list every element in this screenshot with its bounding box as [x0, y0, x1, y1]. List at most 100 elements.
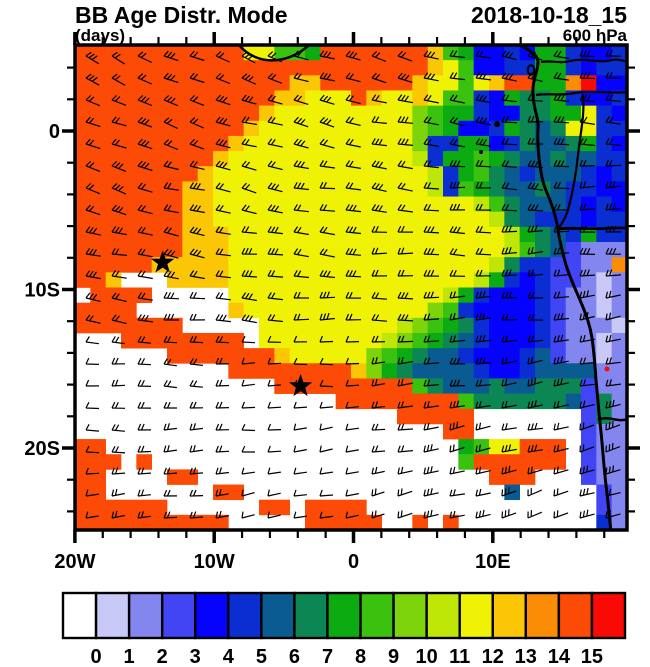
- wind-barb: [215, 401, 230, 409]
- wind-barb: [423, 488, 439, 497]
- field-cell: [412, 211, 429, 228]
- field-cell: [121, 181, 137, 197]
- field-cell: [151, 90, 168, 106]
- field-cell: [335, 90, 352, 106]
- field-cell: [427, 226, 444, 243]
- star-marker: [288, 373, 313, 397]
- wind-barb: [241, 379, 255, 387]
- wind-barb: [267, 357, 282, 365]
- wind-barb: [501, 487, 517, 497]
- wind-barb: [527, 400, 543, 409]
- field-cell: [381, 363, 398, 379]
- field-cell: [167, 135, 183, 152]
- wind-barb: [111, 467, 126, 475]
- wind-barb: [267, 423, 282, 431]
- wind-barb: [605, 116, 621, 125]
- field-cell: [90, 317, 107, 334]
- wind-barb: [345, 401, 359, 409]
- field-cell: [259, 317, 275, 334]
- field-cell: [121, 257, 137, 273]
- field-cell: [489, 287, 505, 304]
- field-cell: [305, 60, 321, 76]
- wind-barb: [605, 203, 621, 211]
- field-cell: [90, 105, 107, 122]
- country-border: [557, 226, 627, 231]
- field-cell: [504, 151, 521, 167]
- field-cell: [611, 75, 627, 91]
- field-cell: [289, 272, 306, 288]
- wind-barb: [189, 72, 205, 84]
- field-cell: [213, 105, 229, 122]
- field-cell: [167, 469, 183, 485]
- wind-barb: [553, 356, 569, 365]
- wind-barb: [423, 313, 440, 321]
- wind-barb: [605, 247, 622, 255]
- wind-barb: [553, 312, 569, 321]
- field-cell: [550, 120, 567, 137]
- wind-barb: [475, 357, 492, 365]
- field-cell: [182, 514, 199, 530]
- field-cell: [489, 105, 505, 122]
- field-cell: [182, 226, 199, 243]
- field-cell: [611, 196, 627, 213]
- wind-barb: [527, 137, 543, 145]
- field-cell: [489, 439, 505, 455]
- wind-barb: [267, 511, 281, 519]
- field-cell: [105, 226, 122, 243]
- wind-barb: [501, 50, 517, 61]
- wind-barb: [215, 445, 230, 453]
- field-cell: [443, 181, 459, 197]
- field-cell: [228, 90, 245, 106]
- field-cell: [565, 378, 582, 394]
- field-cell: [412, 348, 429, 364]
- field-cell: [320, 257, 337, 273]
- wind-barb: [241, 335, 256, 344]
- field-cell: [305, 378, 321, 394]
- field-cell: [565, 45, 582, 61]
- wind-barb: [345, 423, 359, 431]
- wind-barb: [345, 291, 362, 299]
- field-cell: [151, 196, 168, 213]
- axis-labels: 0 10S 20S 20W 10W 0 10E: [24, 121, 510, 573]
- field-cell: [274, 75, 291, 91]
- wind-barb: [475, 444, 491, 453]
- field-cell: [167, 60, 183, 76]
- wind-barb: [449, 357, 466, 365]
- field-cell: [581, 211, 597, 228]
- field-cell: [611, 514, 627, 530]
- field-cell: [90, 211, 107, 228]
- wind-barb: [319, 72, 335, 82]
- wind-barb: [241, 314, 257, 324]
- field-cell: [90, 45, 107, 61]
- field-cell: [305, 226, 321, 243]
- field-cell: [136, 196, 153, 213]
- wind-barb: [163, 445, 177, 453]
- wind-barb: [137, 314, 153, 323]
- wind-barb: [345, 511, 359, 519]
- field-cell: [412, 317, 429, 334]
- wind-barb: [189, 489, 204, 497]
- field-cell: [596, 120, 613, 137]
- field-cell: [121, 166, 137, 182]
- wind-barb: [215, 204, 231, 214]
- field-cell: [458, 454, 475, 470]
- field-cell: [351, 378, 367, 394]
- wind-barb: [215, 160, 231, 171]
- wind-barb: [137, 73, 152, 85]
- wind-barb: [111, 138, 127, 149]
- field-cell: [596, 332, 613, 349]
- field-cell: [167, 317, 183, 334]
- field-cell: [136, 105, 153, 122]
- field-cell: [596, 181, 613, 197]
- field-cell: [397, 317, 413, 334]
- wind-barb: [371, 94, 387, 104]
- wind-barb: [293, 204, 309, 213]
- field-cell: [519, 287, 536, 304]
- field-cell: [458, 151, 475, 167]
- field-cell: [289, 287, 306, 304]
- wind-barb: [579, 203, 596, 211]
- field-cell: [535, 317, 551, 334]
- field-cell: [335, 272, 352, 288]
- wind-barb: [267, 335, 282, 343]
